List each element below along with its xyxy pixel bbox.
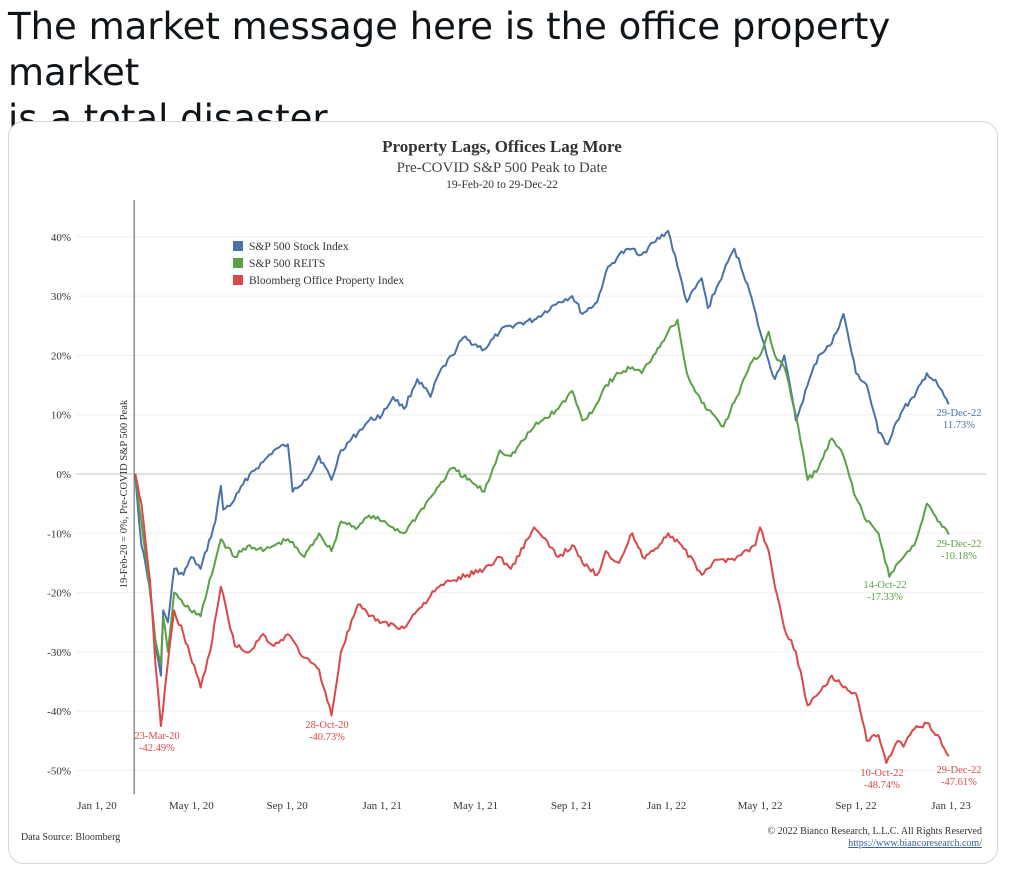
legend-swatch (233, 258, 243, 268)
annotation-labels: 29-Dec-2211.73%29-Dec-22-10.18%14-Oct-22… (134, 408, 981, 791)
website-link[interactable]: https://www.biancoresearch.com/ (848, 838, 982, 849)
chart-image-card[interactable]: 19-Feb-20 = 0%, Pre-COVID S&P 500 Peak P… (8, 121, 998, 864)
series-lines (134, 229, 950, 764)
x-tick-label: May 1, 22 (738, 800, 783, 812)
blue-end-label-value: 11.73% (943, 420, 975, 431)
x-axis-tick-labels: Jan 1, 20 May 1, 20 Sep 1, 20 Jan 1, 21 May … (77, 800, 971, 812)
red-oct20-label-date: 28-Oct-20 (305, 720, 348, 731)
x-tick-label: Jan 1, 20 (77, 800, 117, 812)
red-mar20-label-value: -42.49% (139, 743, 175, 754)
y-tick-label: 10% (51, 410, 71, 422)
x-tick-label: Jan 1, 22 (647, 800, 686, 812)
y-tick-label: -10% (47, 528, 71, 540)
data-source-label: Data Source: Bloomberg (21, 832, 120, 843)
x-tick-label: Sep 1, 21 (551, 800, 592, 812)
series-line-2 (134, 318, 950, 665)
red-mar20-label-date: 23-Mar-20 (134, 731, 179, 742)
y-tick-label: 30% (51, 291, 71, 303)
y-axis-tick-labels: 40% 30% 20% 10% 0% -10% -20% -30% -40% -50% (47, 232, 71, 778)
series-line-3 (134, 473, 950, 764)
legend: S&P 500 Stock Index S&P 500 REITS Bloomber… (233, 241, 404, 287)
x-tick-label: May 1, 20 (169, 800, 214, 812)
chart-date-range: 19-Feb-20 to 29-Dec-22 (446, 179, 558, 191)
red-low-label-value: -48.74% (864, 780, 900, 791)
red-end-label-date: 29-Dec-22 (937, 765, 982, 776)
green-low-label-value: -17.33% (867, 592, 903, 603)
y-tick-label: 0% (56, 469, 71, 481)
tweet-text-line-1: The market message here is the office pr… (8, 5, 891, 94)
legend-swatch (233, 275, 243, 285)
y-tick-label: 20% (51, 350, 71, 362)
y-tick-label: -30% (47, 647, 71, 659)
x-tick-label: Jan 1, 23 (931, 800, 971, 812)
green-end-label-value: -10.18% (941, 551, 977, 562)
legend-label: S&P 500 Stock Index (249, 241, 349, 253)
line-chart: 19-Feb-20 = 0%, Pre-COVID S&P 500 Peak P… (21, 137, 986, 849)
copyright-label: © 2022 Bianco Research, L.L.C. All Right… (767, 826, 982, 837)
green-low-label-date: 14-Oct-22 (863, 580, 906, 591)
x-tick-label: Sep 1, 20 (266, 800, 308, 812)
y-tick-label: -20% (47, 588, 71, 600)
x-tick-label: Jan 1, 21 (362, 800, 401, 812)
legend-label: S&P 500 REITS (249, 258, 325, 270)
red-oct20-label-value: -40.73% (309, 732, 345, 743)
y-tick-label: -50% (47, 766, 71, 778)
legend-swatch (233, 241, 243, 251)
blue-end-label-date: 29-Dec-22 (937, 408, 982, 419)
legend-label: Bloomberg Office Property Index (249, 275, 404, 287)
green-end-label-date: 29-Dec-22 (937, 539, 982, 550)
chart-subtitle: Pre-COVID S&P 500 Peak to Date (397, 160, 608, 176)
peak-marker-label: 19-Feb-20 = 0%, Pre-COVID S&P 500 Peak (119, 399, 130, 588)
y-tick-label: 40% (51, 232, 71, 244)
y-tick-label: -40% (47, 706, 71, 718)
chart-title: Property Lags, Offices Lag More (382, 137, 622, 156)
x-tick-label: May 1, 21 (453, 800, 498, 812)
red-end-label-value: -47.61% (941, 777, 977, 788)
x-tick-label: Sep 1, 22 (835, 800, 876, 812)
series-line-1 (134, 229, 950, 677)
tweet-text: The market message here is the office pr… (8, 4, 1008, 142)
red-low-label-date: 10-Oct-22 (860, 768, 903, 779)
